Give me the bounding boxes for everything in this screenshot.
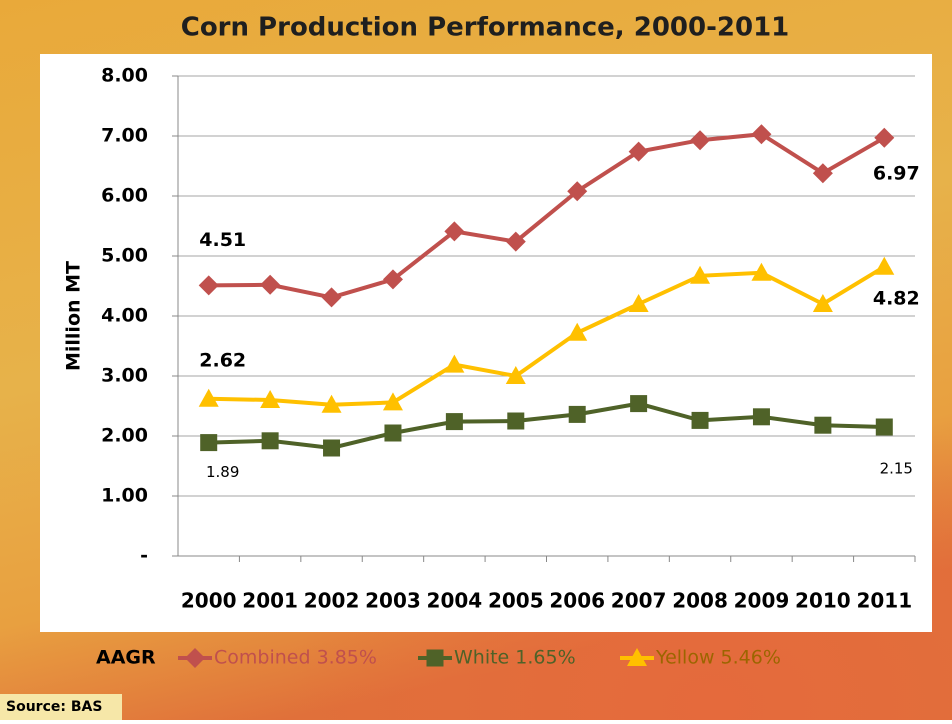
marker — [505, 231, 526, 252]
marker — [444, 221, 465, 242]
marker — [691, 411, 709, 429]
series-line — [208, 401, 885, 451]
marker — [875, 418, 893, 436]
legend-label: White 1.65% — [454, 647, 576, 669]
marker — [185, 648, 205, 668]
marker — [321, 287, 342, 308]
marker — [426, 649, 444, 667]
marker — [568, 405, 586, 423]
data-label: 2.62 — [199, 349, 246, 371]
x-tick-label: 2004 — [427, 589, 483, 613]
marker — [382, 269, 403, 290]
chart-area — [40, 54, 932, 632]
legend-label: Combined 3.85% — [214, 647, 377, 669]
y-tick-label: 6.00 — [101, 185, 148, 207]
y-tick-label: 8.00 — [101, 65, 148, 87]
y-tick-label: 1.00 — [101, 485, 148, 507]
marker — [260, 274, 281, 295]
x-tick-label: 2003 — [365, 589, 421, 613]
y-tick-label: 2.00 — [101, 425, 148, 447]
marker — [812, 294, 833, 312]
marker — [198, 388, 219, 407]
marker — [874, 127, 895, 148]
series-line — [208, 265, 886, 407]
y-tick-label: - — [140, 545, 148, 567]
marker — [567, 181, 588, 202]
series-line — [208, 132, 886, 300]
marker — [261, 432, 279, 450]
x-tick-label: 2008 — [672, 589, 728, 613]
marker — [630, 395, 648, 413]
x-tick-label: 2000 — [181, 589, 237, 613]
y-axis-label: Million MT — [63, 261, 85, 371]
marker — [321, 394, 342, 413]
legend-title: AAGR — [96, 647, 156, 669]
y-tick-label: 5.00 — [101, 245, 148, 267]
x-tick-label: 2001 — [242, 589, 298, 613]
marker — [198, 275, 219, 296]
x-tick-label: 2010 — [795, 589, 851, 613]
y-tick-label: 4.00 — [101, 305, 148, 327]
marker — [445, 413, 463, 431]
chart-title: Corn Production Performance, 2000-2011 — [181, 13, 790, 43]
x-tick-label: 2005 — [488, 589, 544, 613]
marker — [382, 392, 403, 411]
data-label: 1.89 — [206, 463, 239, 481]
marker — [814, 416, 832, 434]
marker — [505, 366, 526, 384]
marker — [751, 262, 772, 281]
source-box — [0, 694, 122, 720]
marker — [200, 434, 218, 452]
x-tick-label: 2002 — [304, 589, 360, 613]
marker — [628, 294, 649, 312]
x-tick-label: 2006 — [549, 589, 605, 613]
marker — [444, 354, 465, 373]
marker — [627, 648, 647, 666]
marker — [751, 124, 772, 145]
data-label: 6.97 — [873, 162, 920, 184]
marker — [323, 439, 341, 457]
y-tick-label: 7.00 — [101, 125, 148, 147]
marker — [507, 412, 525, 430]
data-label: 4.82 — [873, 287, 920, 309]
marker — [567, 322, 588, 341]
marker — [260, 390, 281, 408]
data-label: 2.15 — [880, 460, 913, 478]
marker — [874, 256, 895, 275]
x-tick-label: 2007 — [611, 589, 667, 613]
marker — [812, 163, 833, 184]
source: Source: BAS — [6, 699, 102, 715]
marker — [628, 141, 649, 162]
x-tick-label: 2011 — [856, 589, 912, 613]
marker — [690, 130, 711, 151]
marker — [690, 265, 711, 284]
legend-label: Yellow 5.46% — [655, 647, 781, 669]
data-label: 4.51 — [199, 229, 246, 251]
y-tick-label: 3.00 — [101, 365, 148, 387]
x-tick-label: 2009 — [734, 589, 790, 613]
marker — [384, 424, 402, 442]
marker — [752, 408, 770, 426]
